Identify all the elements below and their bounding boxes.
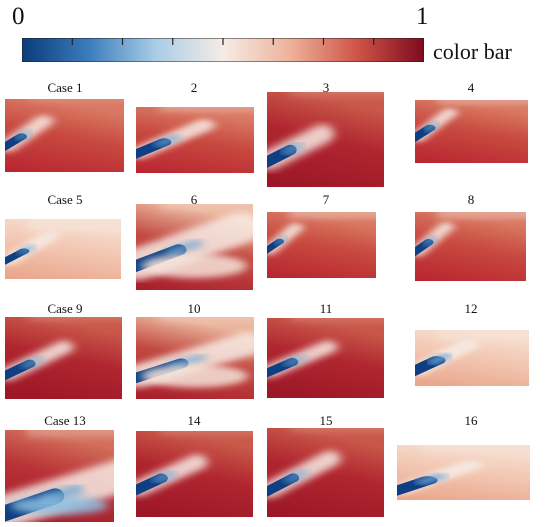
panel-case-2 — [136, 107, 254, 173]
field-light-region — [437, 330, 529, 341]
panel-label-14: 14 — [187, 413, 201, 428]
field-light-region — [159, 107, 254, 113]
field-light-region — [159, 204, 253, 211]
contour-field — [136, 431, 253, 517]
panel-label-3: 3 — [322, 80, 330, 95]
contour-field — [415, 330, 529, 386]
panel-label-2: 2 — [190, 80, 198, 95]
panel-label-7: 7 — [322, 192, 330, 207]
field-light-region — [290, 92, 384, 97]
colorbar — [21, 37, 425, 63]
field-jet-mixing — [423, 121, 440, 132]
panel-case-12 — [415, 330, 529, 386]
field-jet-mixing — [166, 239, 203, 257]
contour-field — [5, 99, 124, 172]
field-light-region — [159, 431, 253, 436]
field-background — [267, 428, 384, 517]
panel-label-10: 10 — [187, 301, 201, 316]
field-light-region — [159, 317, 254, 323]
panel-label-12: 12 — [464, 301, 478, 316]
contour-field — [415, 100, 528, 163]
field-light-region — [437, 100, 528, 106]
panel-case-1 — [5, 99, 124, 172]
contour-field — [267, 428, 384, 517]
panel-label-8: 8 — [467, 192, 475, 207]
field-light-region — [423, 445, 530, 453]
panel-case-16 — [397, 445, 530, 500]
colorbar-min-label: 0 — [12, 3, 25, 30]
contour-field — [415, 212, 526, 281]
panel-label-11: 11 — [319, 301, 333, 316]
field-background — [415, 212, 526, 281]
panel-case-3 — [267, 92, 384, 187]
contour-field — [136, 317, 254, 399]
panel-case-6 — [136, 204, 253, 290]
contour-field — [267, 212, 376, 278]
field-jet-mixing — [281, 141, 305, 156]
panel-case-15 — [267, 428, 384, 517]
contour-field — [267, 318, 384, 398]
panel-label-4: 4 — [467, 80, 475, 95]
field-jet-mixing — [423, 235, 438, 247]
panel-label-5: Case 5 — [47, 192, 83, 207]
panel-case-10 — [136, 317, 254, 399]
panel-case-5 — [5, 219, 121, 279]
field-background — [267, 212, 376, 278]
contour-field — [136, 107, 254, 173]
panel-case-14 — [136, 431, 253, 517]
panel-label-9: Case 9 — [47, 301, 83, 316]
field-light-region — [288, 212, 376, 219]
field-jet-mixing — [427, 352, 452, 366]
panel-case-4 — [415, 100, 528, 163]
field-jet-mixing — [154, 134, 181, 147]
contour-field — [397, 445, 530, 500]
field-background — [5, 317, 122, 399]
field-light-region — [290, 428, 384, 433]
colorbar-max-label: 1 — [416, 3, 429, 30]
field-jet-mixing — [168, 354, 206, 370]
contour-field — [5, 219, 121, 279]
field-mixing-band — [141, 364, 249, 388]
contour-field — [267, 92, 384, 187]
field-light-region — [28, 99, 124, 102]
contour-field — [136, 204, 253, 290]
panel-case-11 — [267, 318, 384, 398]
panel-label-13: Case 13 — [44, 413, 86, 428]
field-light-region — [28, 219, 121, 231]
colorbar-title: color bar — [433, 39, 512, 64]
field-mixing-band — [10, 496, 109, 515]
panel-case-8 — [415, 212, 526, 281]
field-jet-mixing — [284, 354, 307, 367]
field-jet-mixing — [274, 235, 288, 245]
panel-label-6: 6 — [190, 192, 198, 207]
field-light-region — [290, 318, 384, 322]
panel-case-13 — [5, 430, 114, 522]
contour-field — [5, 317, 122, 399]
field-jet-mixing — [152, 470, 177, 484]
panel-label-1: Case 1 — [47, 80, 83, 95]
field-mixing-band — [141, 253, 248, 278]
field-light-region — [437, 212, 526, 219]
panel-label-15: 15 — [319, 413, 333, 428]
panel-case-7 — [267, 212, 376, 278]
field-light-region — [26, 430, 114, 438]
field-jet-mixing — [415, 473, 448, 486]
panel-label-16: 16 — [464, 413, 478, 428]
panel-case-9 — [5, 317, 122, 399]
contour-field — [5, 430, 114, 522]
field-jet-mixing — [17, 244, 36, 255]
field-light-region — [28, 317, 122, 321]
field-jet-mixing — [21, 355, 44, 369]
field-jet-mixing — [284, 469, 309, 484]
field-jet-mixing — [15, 129, 32, 141]
